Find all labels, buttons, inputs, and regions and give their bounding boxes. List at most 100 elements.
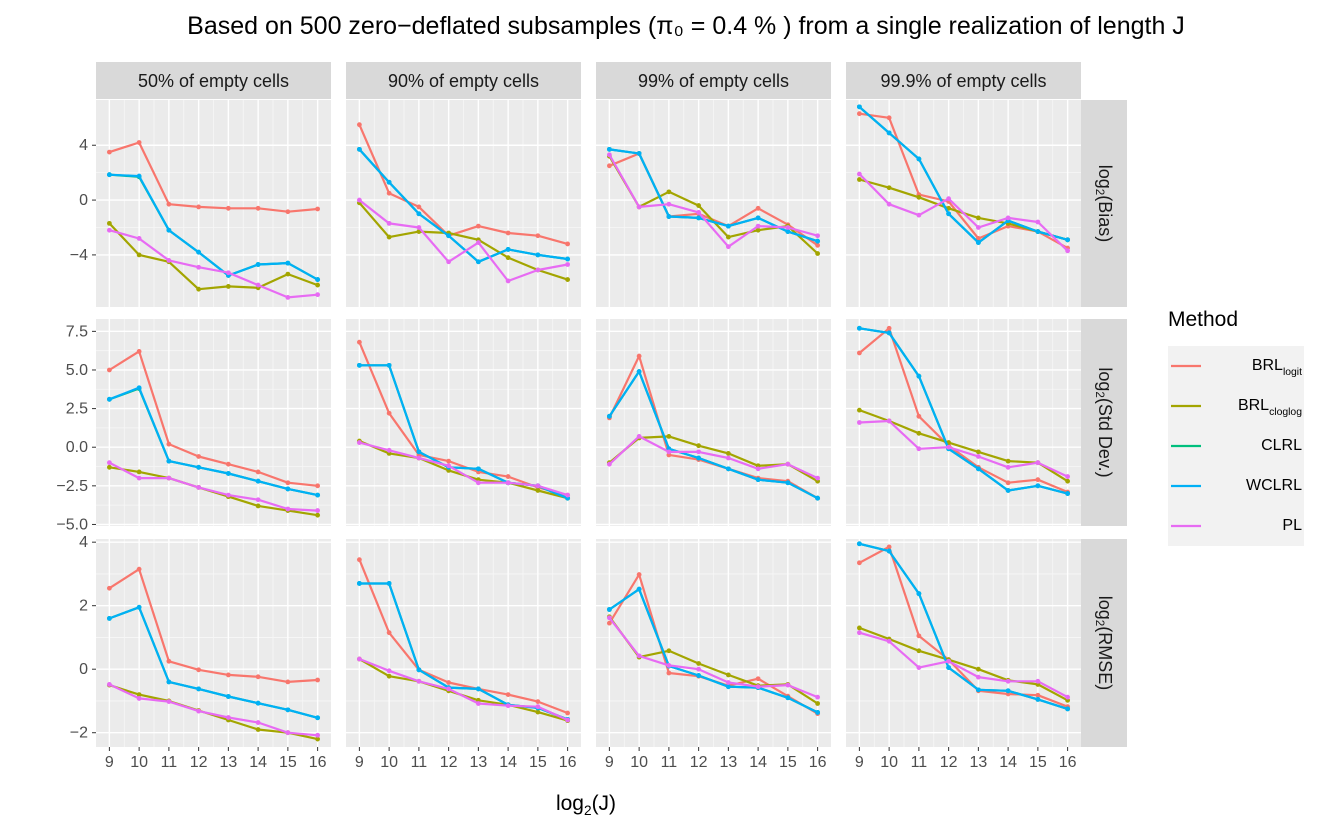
data-point xyxy=(815,701,821,706)
facet-strip-col-3 xyxy=(596,62,831,99)
data-point xyxy=(535,483,541,489)
data-point xyxy=(725,223,731,229)
chart-title: Based on 500 zero−deflated subsamples (π… xyxy=(187,12,1185,40)
data-point xyxy=(725,244,731,250)
panel-rmse-1: 9 10 11 12 13 14 15 16 xyxy=(96,539,331,771)
data-point xyxy=(475,701,481,706)
data-point xyxy=(166,679,172,685)
data-point xyxy=(285,480,291,486)
data-point xyxy=(535,252,541,258)
data-point xyxy=(606,607,612,612)
series-line-pl xyxy=(358,199,568,283)
data-point xyxy=(225,205,231,211)
series-line-wclrl xyxy=(859,542,1068,710)
row-strip-label-base: log xyxy=(1095,596,1115,620)
y-tick-label: −4 xyxy=(70,247,88,264)
data-point xyxy=(606,615,612,621)
data-point xyxy=(285,271,291,277)
legend-label: WCLRL xyxy=(1246,477,1302,494)
data-point xyxy=(106,220,112,226)
data-point xyxy=(315,206,321,212)
data-point xyxy=(106,396,112,402)
facet-strip-row-bias xyxy=(1081,100,1127,307)
y-tick-label: −5.0 xyxy=(56,516,88,533)
row-strip-label-rest: (RMSE) xyxy=(1095,626,1115,690)
series-line-pl xyxy=(359,441,568,497)
row-strip-label: log2(Bias) xyxy=(1093,165,1115,243)
x-tick-label: 12 xyxy=(690,754,708,771)
panel-bias-4 xyxy=(846,100,1081,307)
data-point xyxy=(565,710,571,716)
y-tick-label: 5.0 xyxy=(66,362,88,379)
x-tick-label: 13 xyxy=(969,754,987,771)
data-point xyxy=(856,541,862,547)
data-point xyxy=(946,658,952,664)
data-point xyxy=(975,687,981,693)
data-point xyxy=(946,665,952,671)
data-point xyxy=(916,591,922,597)
data-point xyxy=(416,449,422,455)
data-point xyxy=(856,560,862,566)
series-line-brl-cloglog xyxy=(108,222,318,291)
series-line-wclrl xyxy=(109,173,319,281)
data-point xyxy=(1005,464,1011,470)
data-point xyxy=(356,557,362,563)
facet-panels: 50% of empty cells 90% of empty cells 99% … xyxy=(56,62,1127,771)
legend-label-base: CLRL xyxy=(1261,437,1302,454)
data-point xyxy=(386,447,392,453)
legend-label: PL xyxy=(1282,517,1302,534)
data-point xyxy=(1065,474,1071,479)
data-point xyxy=(255,205,261,211)
data-point xyxy=(106,149,112,155)
data-point xyxy=(166,475,172,481)
data-point xyxy=(755,215,761,221)
legend-label-base: PL xyxy=(1282,517,1302,534)
legend-label: CLRL xyxy=(1261,437,1302,454)
y-tick-label: 0.0 xyxy=(66,439,88,456)
data-point xyxy=(255,700,261,706)
series-line-brl-logit xyxy=(358,559,568,715)
data-point xyxy=(1035,692,1041,698)
data-point xyxy=(136,469,142,475)
series-line-brl-logit xyxy=(858,327,1069,494)
series-line-wclrl xyxy=(609,148,818,243)
data-point xyxy=(106,682,112,687)
data-point xyxy=(225,461,231,467)
data-point xyxy=(886,130,892,136)
x-tick-label: 15 xyxy=(1029,754,1047,771)
data-point xyxy=(565,262,571,267)
data-point xyxy=(446,680,452,685)
panel-rmse-3: 9 10 11 12 13 14 15 16 xyxy=(596,539,831,771)
data-point xyxy=(475,223,481,229)
data-point xyxy=(356,656,362,662)
y-tick-label: 0 xyxy=(79,192,88,209)
data-point xyxy=(856,111,862,117)
row-strip-label-rest: (Std Dev.) xyxy=(1095,398,1115,478)
data-point xyxy=(755,684,761,690)
x-tick-label: 11 xyxy=(161,754,178,771)
data-point xyxy=(1005,678,1011,684)
data-point xyxy=(535,699,541,704)
data-point xyxy=(416,678,422,684)
data-point xyxy=(606,152,612,158)
data-point xyxy=(946,211,952,217)
x-tick-label: 11 xyxy=(411,754,428,771)
x-tick-label: 10 xyxy=(630,754,648,771)
data-point xyxy=(696,443,702,449)
data-point xyxy=(106,460,112,466)
data-point xyxy=(565,492,571,498)
data-point xyxy=(505,480,511,486)
data-point xyxy=(916,373,922,379)
data-point xyxy=(565,277,571,282)
data-point xyxy=(856,171,862,177)
x-tick-label: 14 xyxy=(999,754,1017,771)
data-point xyxy=(136,692,142,698)
data-point xyxy=(755,223,761,229)
data-point xyxy=(916,430,922,436)
data-point xyxy=(166,458,172,464)
series-line-wclrl xyxy=(108,386,318,497)
legend-label: BRLlogit xyxy=(1252,357,1302,378)
data-point xyxy=(475,240,481,245)
data-point xyxy=(136,252,142,258)
